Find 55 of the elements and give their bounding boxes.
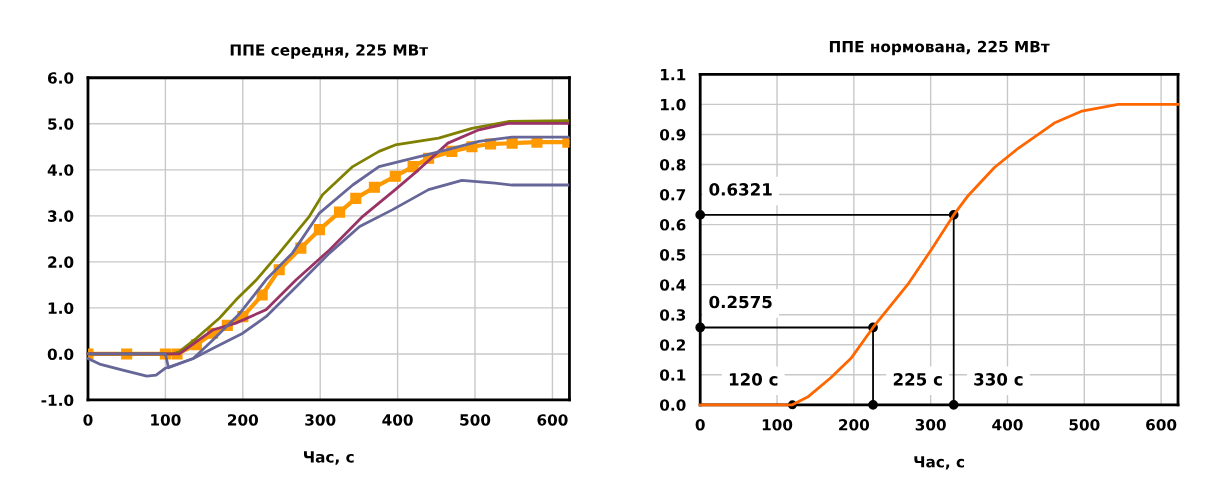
- annotation: 225 с: [893, 373, 942, 386]
- y-tick-label: 0.7: [659, 189, 686, 201]
- y-tick-label: 0.6: [659, 219, 686, 231]
- point: [389, 170, 401, 182]
- x-tick-label: 0: [83, 414, 93, 426]
- annotation: 120 с: [729, 373, 778, 386]
- point: [256, 289, 268, 301]
- point: [350, 192, 362, 204]
- x-tick-label: 500: [460, 414, 491, 426]
- annotation: 0.6321: [709, 183, 772, 196]
- point: [368, 181, 380, 193]
- y-tick-label: 0.4: [659, 279, 686, 291]
- point: [695, 210, 706, 220]
- annotation: 330 с: [974, 373, 1023, 386]
- y-tick-label: 6.0: [47, 72, 74, 84]
- y-tick-label: 0.3: [659, 309, 686, 321]
- point: [868, 399, 878, 410]
- point: [506, 137, 518, 149]
- x-tick-label: 300: [305, 414, 336, 426]
- y-tick-label: 4.0: [47, 164, 74, 176]
- x-tick-label: 600: [1146, 419, 1177, 431]
- y-tick-label: 0.8: [659, 158, 686, 171]
- y-tick-label: 0.2: [659, 339, 685, 351]
- y-tick-label: 0.0: [659, 399, 686, 411]
- y-tick-label: 0.9: [659, 128, 686, 141]
- x-tick-label: 0: [695, 419, 705, 431]
- y-tick-label: 2.0: [48, 256, 74, 268]
- x-tick-label: 200: [839, 419, 870, 431]
- y-tick-label: 3.0: [48, 210, 74, 222]
- y-tick-label: 1.0: [660, 98, 686, 111]
- x-tick-label: 300: [915, 419, 946, 431]
- point: [695, 322, 706, 333]
- chart-title: ППЕ нормована, 225 МВт: [829, 40, 1050, 56]
- y-tick-label: 1.0: [48, 302, 74, 314]
- point: [313, 224, 325, 236]
- x-axis-title: Час, с: [914, 456, 965, 470]
- point: [948, 399, 959, 410]
- annotation: 0.2575: [709, 295, 772, 309]
- y-tick-label: -1.0: [41, 394, 74, 406]
- y-tick-label: 1.1: [660, 69, 686, 81]
- x-tick-label: 600: [537, 414, 568, 426]
- x-tick-label: 200: [228, 414, 259, 426]
- point: [333, 206, 346, 218]
- point: [407, 161, 419, 173]
- y-tick-label: 5.0: [48, 118, 74, 130]
- x-tick-label: 400: [382, 414, 413, 426]
- x-tick-label: 500: [1069, 419, 1100, 431]
- x-tick-label: 100: [151, 414, 181, 426]
- y-tick-label: 0.1: [659, 369, 686, 381]
- chart-title: ППЕ середня, 225 МВт: [230, 44, 429, 59]
- x-axis-title: Час, с: [304, 451, 354, 465]
- x-tick-label: 400: [992, 419, 1023, 431]
- x-tick-label: 100: [762, 419, 793, 431]
- y-tick-label: 0.5: [659, 249, 686, 261]
- y-tick-label: 0.0: [47, 348, 74, 360]
